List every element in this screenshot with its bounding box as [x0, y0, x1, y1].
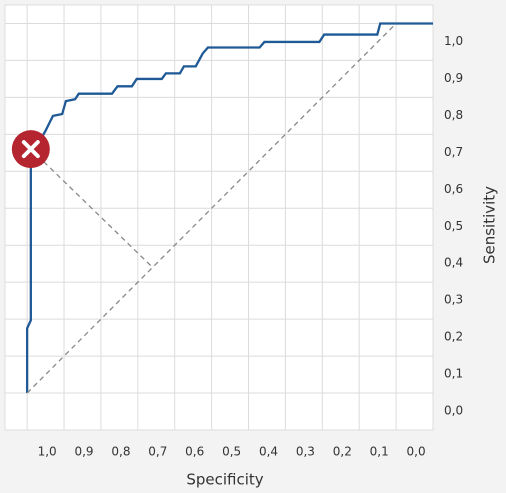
x-tick-label: 0,3	[296, 445, 315, 459]
plot-border	[4, 4, 434, 431]
y-tick-label: 0,3	[444, 293, 463, 307]
x-tick-label: 0,9	[74, 445, 93, 459]
x-tick-label: 0,5	[222, 445, 241, 459]
y-tick-label: 0,2	[444, 330, 463, 344]
x-tick-label: 0,7	[148, 445, 167, 459]
optimal-point-cross	[21, 140, 40, 159]
x-tick-label: 0,0	[407, 445, 426, 459]
x-tick-label: 0,6	[185, 445, 204, 459]
x-tick-label: 1,0	[38, 445, 57, 459]
y-tick-label: 0,9	[444, 71, 463, 85]
x-tick-label: 0,1	[370, 445, 389, 459]
reference-line	[30, 148, 154, 268]
x-axis-title: Specificity	[186, 471, 263, 489]
y-tick-label: 0,5	[444, 219, 463, 233]
y-tick-label: 0,1	[444, 367, 463, 381]
plot-area	[5, 5, 433, 430]
y-tick-label: 0,8	[444, 108, 463, 122]
x-tick-label: 0,2	[333, 445, 352, 459]
y-tick-label: 0,6	[444, 182, 463, 196]
y-tick-label: 0,7	[444, 145, 463, 159]
y-axis-title: Sensitivity	[481, 186, 499, 264]
reference-line	[26, 23, 397, 394]
roc-curve	[25, 22, 433, 394]
x-tick-label: 0,4	[259, 445, 278, 459]
x-tick-label: 0,8	[111, 445, 130, 459]
y-tick-label: 0,0	[444, 404, 463, 418]
y-tick-label: 0,4	[444, 256, 463, 270]
y-tick-label: 1,0	[444, 34, 463, 48]
